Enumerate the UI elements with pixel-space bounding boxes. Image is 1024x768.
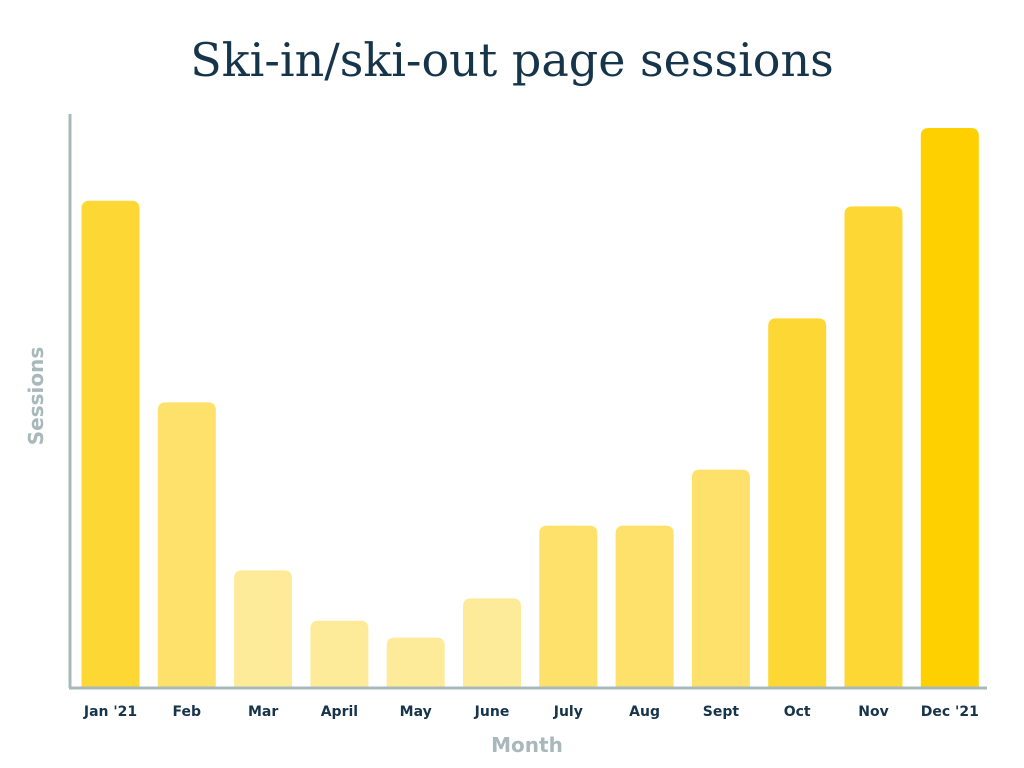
x-tick-labels: Jan '21 Feb Mar April May June July Aug Sept Oct N… <box>83 704 979 720</box>
x-tick-label: Nov <box>858 704 888 720</box>
bar-nov <box>844 206 903 688</box>
x-tick-label: Oct <box>784 704 811 720</box>
x-tick-label: Sept <box>703 704 740 720</box>
x-tick-label: July <box>553 704 583 720</box>
x-tick-label: May <box>400 704 432 720</box>
bars-group <box>81 128 979 689</box>
chart-title: Ski-in/ski-out page sessions <box>190 33 833 87</box>
bar-dec-21 <box>920 128 979 688</box>
x-tick-label: Dec '21 <box>921 704 979 720</box>
x-tick-label: Mar <box>248 704 278 720</box>
bar-jan-21 <box>81 200 140 689</box>
bar-july <box>539 525 598 688</box>
x-tick-label: Aug <box>629 704 660 720</box>
x-tick-label: Feb <box>173 704 202 720</box>
bar-feb <box>157 402 216 688</box>
x-tick-label: April <box>321 704 358 720</box>
x-axis-title: Month <box>491 733 563 757</box>
bar-may <box>386 637 445 688</box>
bar-june <box>463 598 521 688</box>
bar-aug <box>615 525 674 688</box>
y-axis-title: Sessions <box>24 347 48 446</box>
x-tick-label: June <box>474 704 510 720</box>
bar-april <box>310 620 369 688</box>
x-tick-label: Jan '21 <box>83 704 137 720</box>
bar-mar <box>234 570 293 688</box>
bar-oct <box>768 318 827 688</box>
bar-sept <box>691 469 750 688</box>
